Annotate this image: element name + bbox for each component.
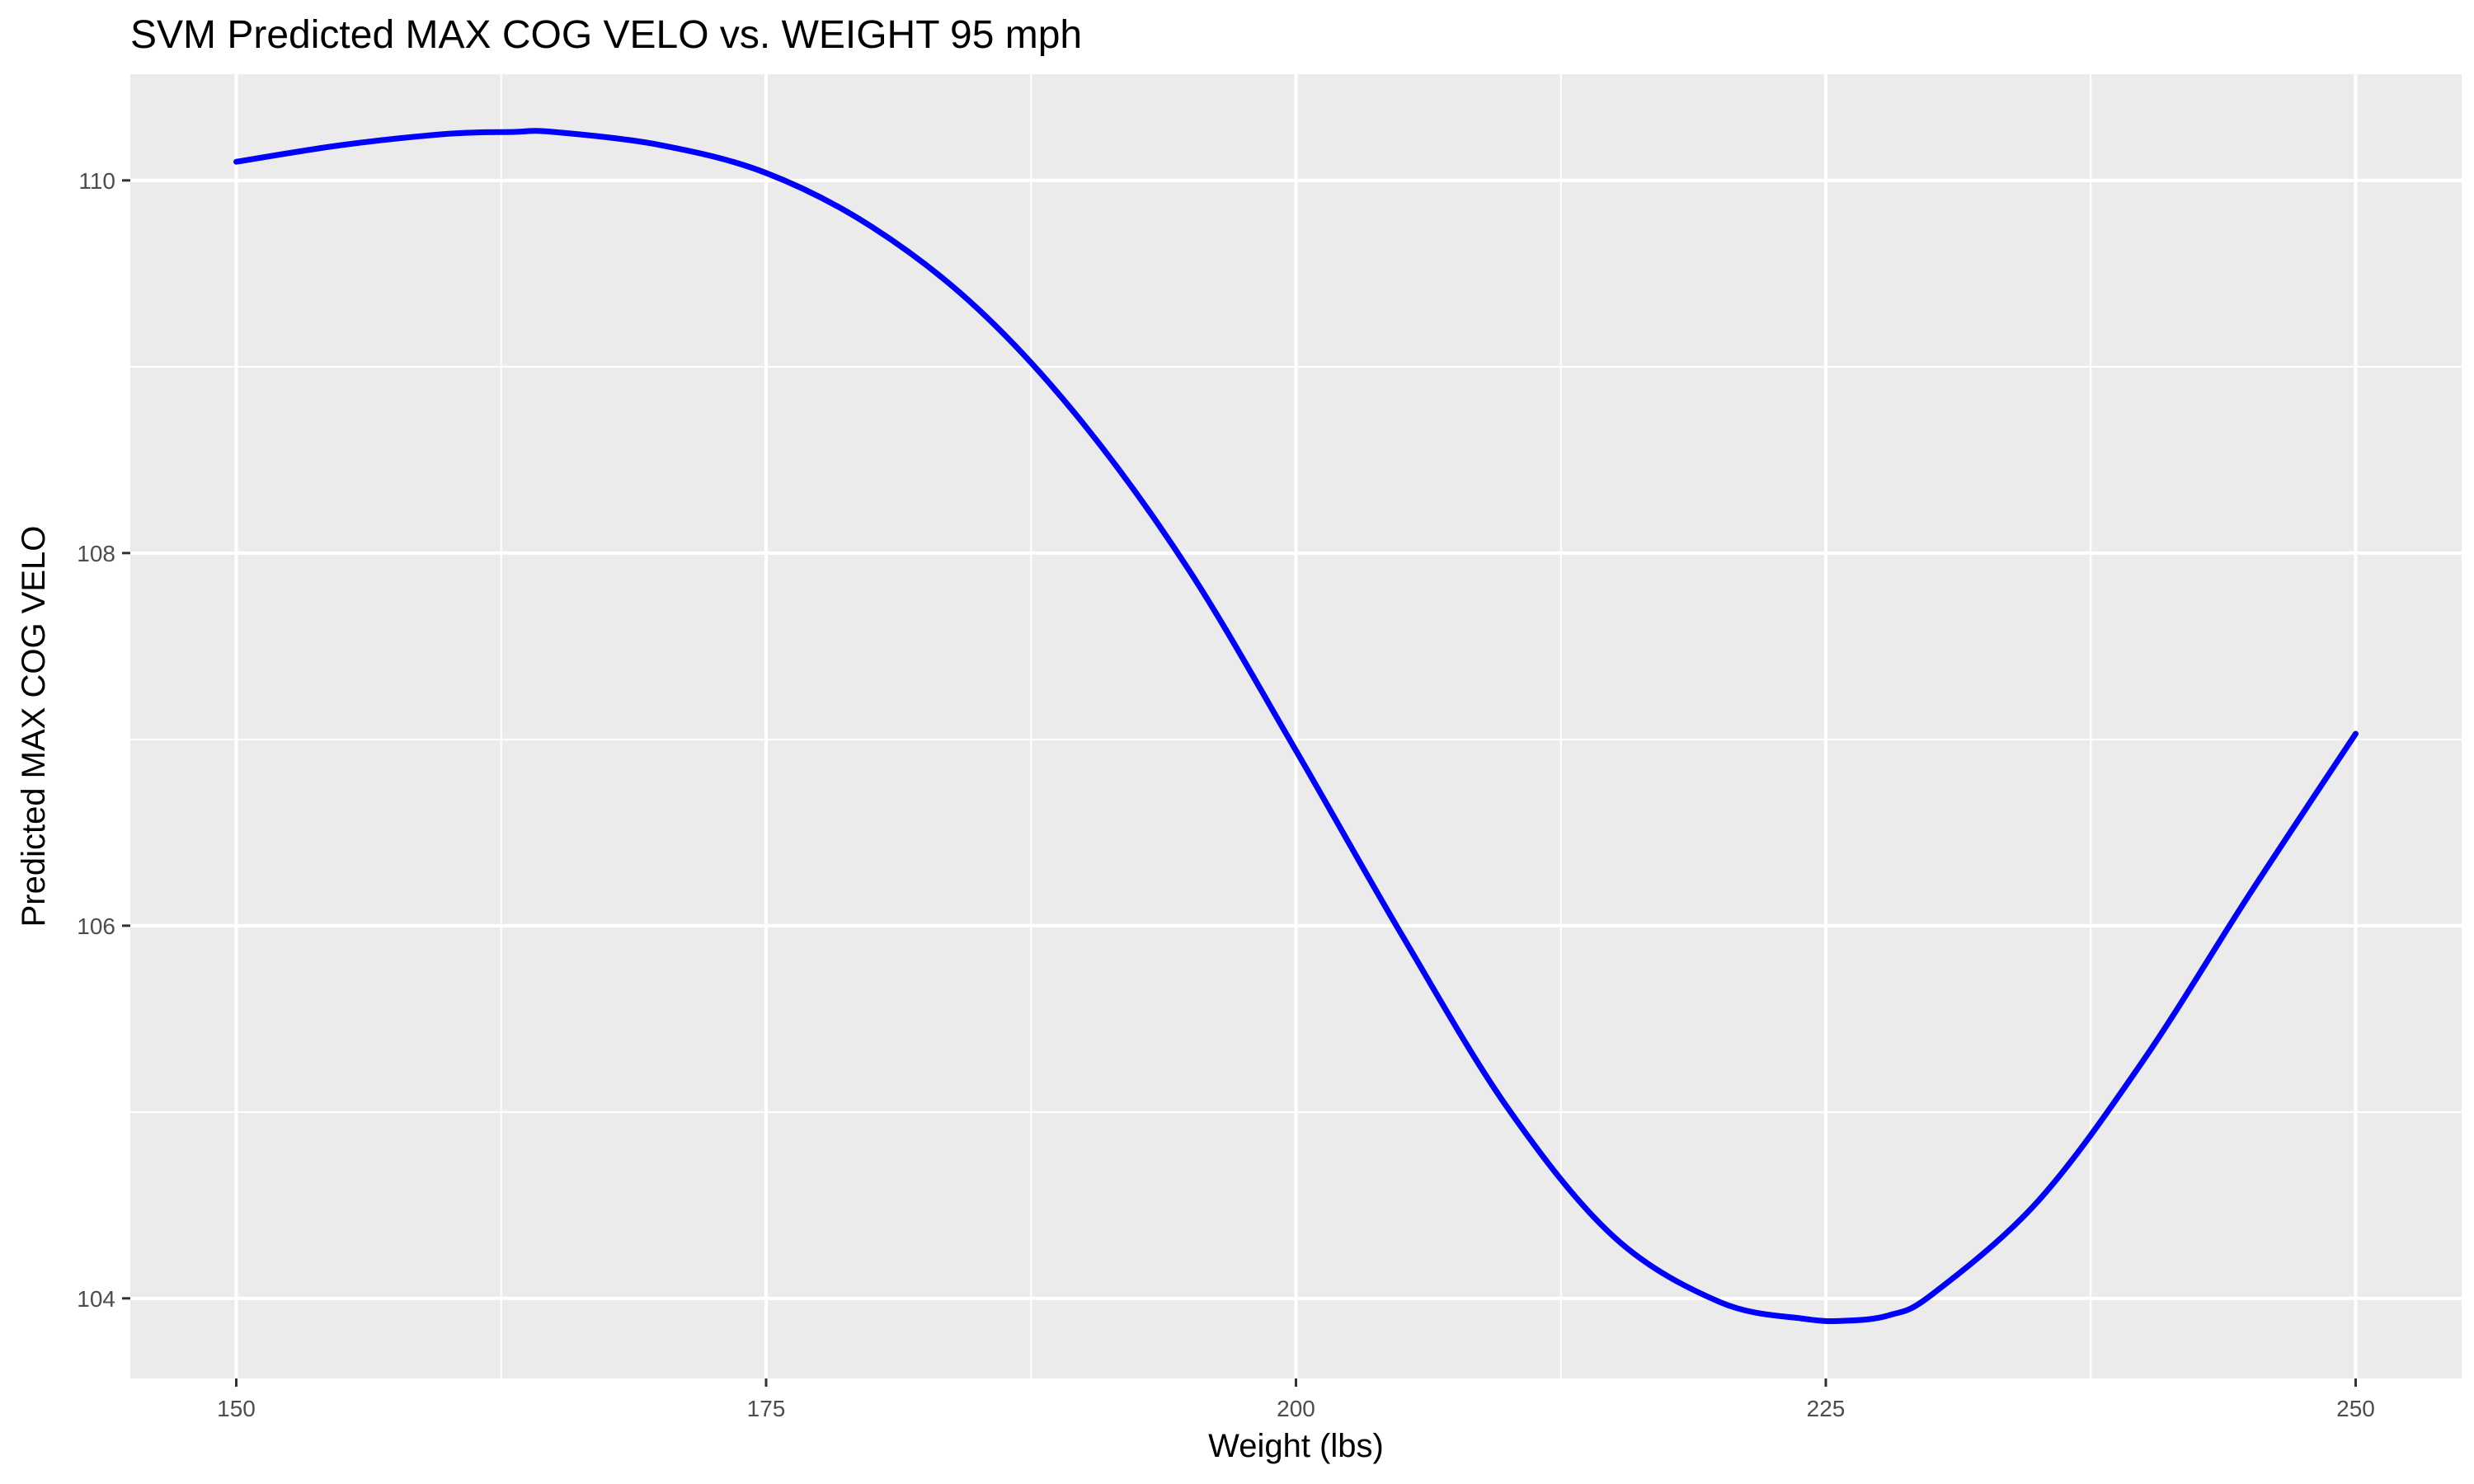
chart-title: SVM Predicted MAX COG VELO vs. WEIGHT 95… (130, 13, 1082, 57)
y-tick-label: 106 (77, 913, 115, 939)
x-tick-label: 250 (2336, 1396, 2375, 1421)
major-gridlines (130, 74, 2462, 1378)
y-tick-label: 104 (77, 1286, 115, 1312)
x-tick-label: 225 (1807, 1396, 1846, 1421)
x-tick-label: 200 (1277, 1396, 1315, 1421)
y-axis: 104 106 108 110 (77, 168, 130, 1312)
y-tick-label: 108 (77, 541, 115, 566)
series-line (233, 128, 2359, 1325)
y-tick-label: 110 (78, 168, 115, 194)
x-axis: 150 175 200 225 250 (217, 1378, 2375, 1421)
y-axis-label: Predicted MAX COG VELO (16, 526, 52, 928)
x-tick-label: 150 (217, 1396, 256, 1421)
x-axis-label: Weight (lbs) (1208, 1428, 1384, 1464)
x-tick-label: 175 (747, 1396, 786, 1421)
